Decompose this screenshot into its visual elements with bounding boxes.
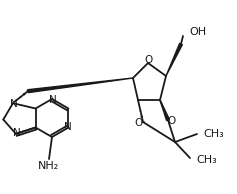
- Text: N: N: [64, 121, 71, 132]
- Polygon shape: [160, 100, 169, 120]
- Text: NH₂: NH₂: [38, 161, 60, 171]
- Polygon shape: [28, 78, 133, 93]
- Text: OH: OH: [189, 27, 206, 37]
- Text: N: N: [13, 128, 21, 138]
- Text: O: O: [145, 55, 153, 65]
- Text: O: O: [135, 118, 143, 128]
- Text: N: N: [49, 95, 57, 105]
- Text: N: N: [10, 99, 18, 109]
- Text: CH₃: CH₃: [203, 129, 224, 139]
- Text: O: O: [168, 116, 176, 126]
- Text: CH₃: CH₃: [196, 155, 217, 165]
- Polygon shape: [166, 43, 182, 76]
